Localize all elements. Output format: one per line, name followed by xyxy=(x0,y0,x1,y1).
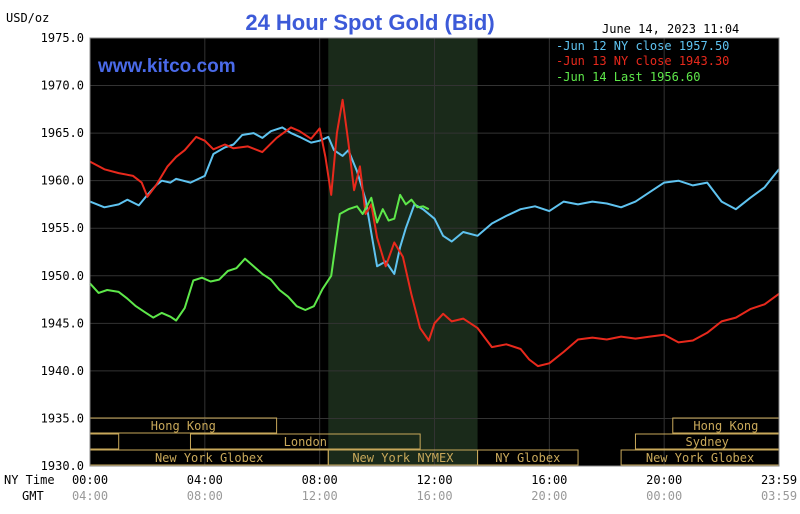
plot-border xyxy=(89,37,780,467)
x-tick-gmt: 16:00 xyxy=(416,489,452,503)
legend-label: Jun 13 NY close 1943.30 xyxy=(563,54,729,68)
y-tick-label: 1965.0 xyxy=(41,126,84,140)
x-tick-ny: 23:59 xyxy=(761,473,797,487)
series-jun13-line xyxy=(89,98,780,368)
session-label: New York Globex xyxy=(155,451,263,465)
y-tick-label: 1970.0 xyxy=(41,79,84,93)
x-tick-gmt: 04:00 xyxy=(72,489,108,503)
series-jun14-line xyxy=(89,193,430,322)
x-tick-ny: 16:00 xyxy=(531,473,567,487)
x-tick-ny: 08:00 xyxy=(302,473,338,487)
legend-entry-jun14: -Jun 14 Last 1956.60 xyxy=(556,70,701,84)
grid-lines xyxy=(90,38,779,466)
legend-entry-jun13: -Jun 13 NY close 1943.30 xyxy=(556,54,729,68)
session-label: New York NYMEX xyxy=(352,451,454,465)
x-tick-gmt: 00:00 xyxy=(646,489,682,503)
x-axis-ticks: 00:00 04:00 04:00 08:00 08:00 12:00 12:00 16:00… xyxy=(72,473,797,503)
session-label: London xyxy=(284,435,327,449)
legend-dash: - xyxy=(556,54,563,68)
session-label: New York Globex xyxy=(646,451,754,465)
y-tick-label: 1955.0 xyxy=(41,221,84,235)
y-tick-label: 1950.0 xyxy=(41,269,84,283)
chart-title: 24 Hour Spot Gold (Bid) xyxy=(245,10,494,35)
session-bar xyxy=(189,433,421,450)
legend-label: Jun 12 NY close 1957.50 xyxy=(563,39,729,53)
series-lines xyxy=(89,98,780,368)
legend: -Jun 12 NY close 1957.50 -Jun 13 NY clos… xyxy=(556,39,729,84)
session-label: NY Globex xyxy=(495,451,560,465)
y-tick-label: 1975.0 xyxy=(41,31,84,45)
x-tick-ny: 00:00 xyxy=(72,473,108,487)
ny-time-label: NY Time xyxy=(4,473,55,487)
gmt-label: GMT xyxy=(22,489,44,503)
y-axis-ticks: 1975.0 1970.0 1965.0 1960.0 1955.0 1950.0 1945… xyxy=(41,31,84,473)
session-label: Hong Kong xyxy=(151,419,216,433)
y-tick-label: 1940.0 xyxy=(41,364,84,378)
x-tick-gmt: 12:00 xyxy=(302,489,338,503)
y-tick-label: 1935.0 xyxy=(41,411,84,425)
nymex-shaded-region xyxy=(328,38,478,466)
timestamp: June 14, 2023 11:04 xyxy=(602,22,739,36)
legend-label: Jun 14 Last 1956.60 xyxy=(563,70,700,84)
x-tick-gmt: 08:00 xyxy=(187,489,223,503)
y-tick-label: 1960.0 xyxy=(41,174,84,188)
x-tick-ny: 04:00 xyxy=(187,473,223,487)
x-tick-gmt: 20:00 xyxy=(531,489,567,503)
watermark: www.kitco.com xyxy=(97,56,236,77)
session-bar xyxy=(477,449,579,466)
legend-entry-jun12: -Jun 12 NY close 1957.50 xyxy=(556,39,729,53)
session-label: Sydney xyxy=(686,435,729,449)
legend-dash: - xyxy=(556,70,563,84)
market-sessions: Hong Kong Hong Kong London Sydney New York G… xyxy=(89,417,780,466)
x-tick-ny: 12:00 xyxy=(416,473,452,487)
series-jun12-line xyxy=(89,126,780,275)
y-tick-label: 1930.0 xyxy=(41,459,84,473)
legend-dash: - xyxy=(556,39,563,53)
units-label: USD/oz xyxy=(6,11,49,25)
y-tick-label: 1945.0 xyxy=(41,316,84,330)
x-tick-gmt: 03:59 xyxy=(761,489,797,503)
x-tick-ny: 20:00 xyxy=(646,473,682,487)
session-label: Hong Kong xyxy=(693,419,758,433)
